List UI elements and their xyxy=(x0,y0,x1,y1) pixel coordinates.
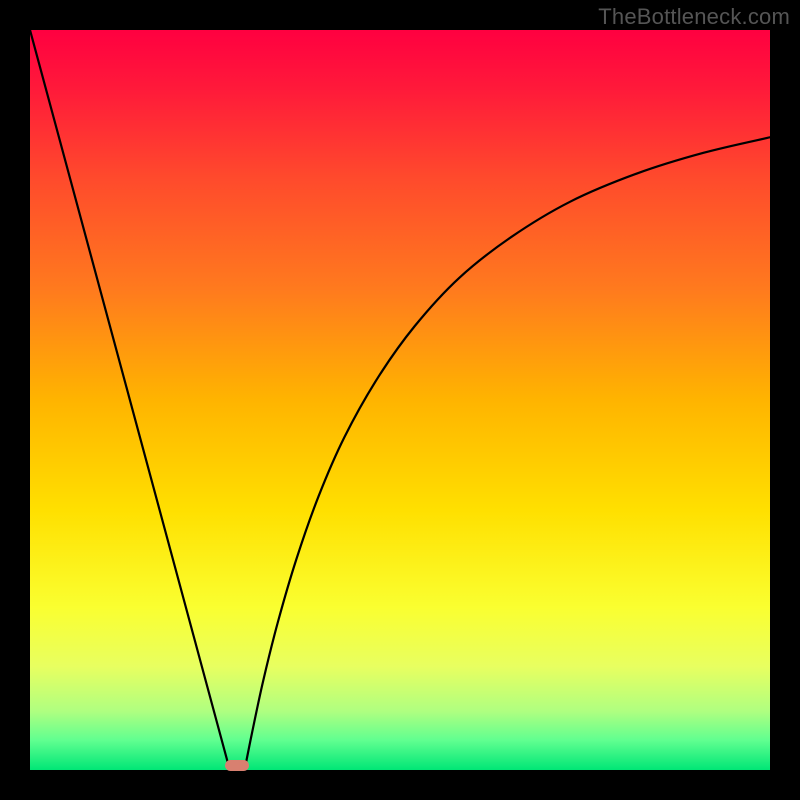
curve-layer xyxy=(30,30,770,770)
chart-frame: TheBottleneck.com xyxy=(0,0,800,800)
plot-area xyxy=(30,30,770,770)
minimum-marker xyxy=(225,760,249,770)
curve-left-branch xyxy=(30,30,230,770)
watermark-label: TheBottleneck.com xyxy=(598,4,790,30)
curve-right-branch xyxy=(245,137,770,770)
